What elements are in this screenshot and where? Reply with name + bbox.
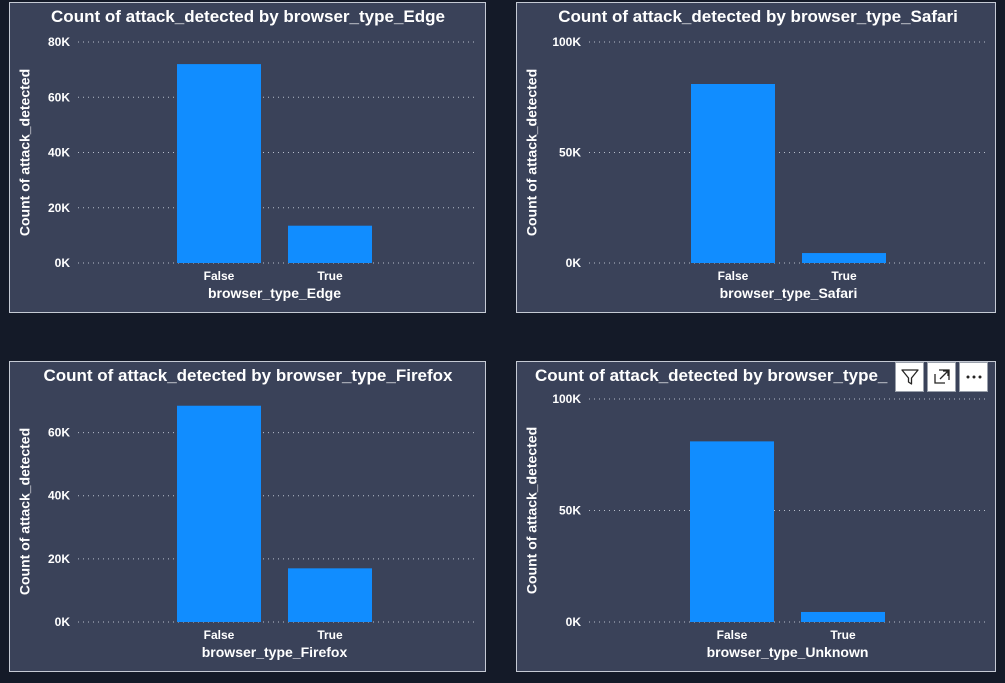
y-tick-label: 0K: [566, 615, 582, 629]
bar-true[interactable]: [802, 253, 886, 263]
y-tick-label: 60K: [48, 426, 70, 440]
focus-mode-button[interactable]: [927, 362, 956, 392]
x-tick-label: False: [717, 628, 748, 642]
y-tick-label: 100K: [552, 392, 581, 406]
y-tick-label: 50K: [559, 146, 581, 160]
bar-false[interactable]: [177, 64, 261, 263]
x-tick-label: False: [718, 269, 749, 283]
x-tick-label: False: [204, 269, 235, 283]
more-options-icon: [966, 375, 981, 379]
filter-icon: [900, 369, 919, 385]
y-axis-label: Count of attack_detected: [17, 428, 33, 595]
x-axis-label: browser_type_Edge: [208, 285, 341, 301]
chart-title: Count of attack_detected by browser_type…: [43, 366, 453, 385]
bar-chart-svg: Count of attack_detected by browser_type…: [17, 7, 476, 301]
chart-panel-safari[interactable]: Count of attack_detected by browser_type…: [516, 2, 996, 313]
y-tick-label: 60K: [48, 90, 70, 104]
x-axis-label: browser_type_Safari: [720, 285, 858, 301]
chart-panel-firefox[interactable]: Count of attack_detected by browser_type…: [9, 361, 486, 672]
x-axis-label: browser_type_Firefox: [202, 644, 348, 660]
chart-title: Count of attack_detected by browser_type…: [558, 7, 958, 26]
chart-title: Count of attack_detected by browser_type…: [51, 7, 445, 26]
y-tick-label: 100K: [552, 35, 581, 49]
bar-chart-svg: Count of attack_detected by browser_type…: [17, 366, 476, 660]
y-tick-label: 50K: [559, 504, 581, 518]
y-axis-label: Count of attack_detected: [17, 69, 33, 236]
y-tick-label: 0K: [55, 615, 71, 629]
chart-panel-unknown[interactable]: Count of attack_detected by browser_type…: [516, 361, 996, 672]
focus-mode-icon: [933, 369, 950, 384]
y-tick-label: 0K: [55, 256, 71, 270]
more-options-button[interactable]: [959, 362, 988, 392]
bar-true[interactable]: [801, 611, 885, 622]
bar-true[interactable]: [288, 568, 372, 622]
y-tick-label: 20K: [48, 552, 70, 566]
y-axis-label: Count of attack_detected: [524, 69, 540, 236]
bar-chart-svg: Count of attack_detected by browser_type…: [524, 366, 987, 660]
x-axis-label: browser_type_Unknown: [707, 644, 869, 660]
y-axis-label: Count of attack_detected: [524, 427, 540, 594]
y-tick-label: 40K: [48, 489, 70, 503]
bar-true[interactable]: [288, 225, 372, 263]
y-tick-label: 0K: [566, 256, 582, 270]
x-tick-label: False: [204, 628, 235, 642]
bar-false[interactable]: [177, 405, 261, 622]
visual-header-toolbar: [895, 362, 988, 392]
chart-title: Count of attack_detected by browser_type…: [535, 366, 888, 385]
x-tick-label: True: [831, 269, 857, 283]
bar-false[interactable]: [690, 441, 774, 622]
y-tick-label: 80K: [48, 35, 70, 49]
filter-button[interactable]: [895, 362, 924, 392]
x-tick-label: True: [317, 628, 343, 642]
x-tick-label: True: [317, 269, 343, 283]
y-tick-label: 40K: [48, 146, 70, 160]
bar-chart-svg: Count of attack_detected by browser_type…: [524, 7, 987, 301]
x-tick-label: True: [830, 628, 856, 642]
chart-panel-edge[interactable]: Count of attack_detected by browser_type…: [9, 2, 486, 313]
y-tick-label: 20K: [48, 201, 70, 215]
bar-false[interactable]: [691, 83, 775, 264]
